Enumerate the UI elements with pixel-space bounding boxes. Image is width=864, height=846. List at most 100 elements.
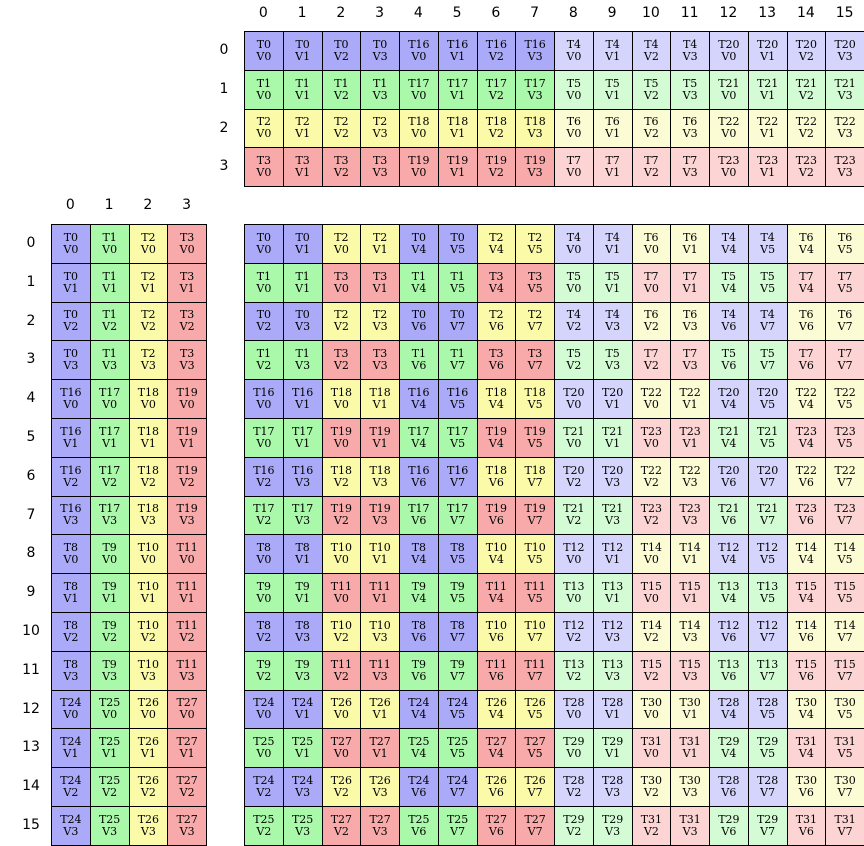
thread-label: T18 [330,386,353,400]
thread-label: T20 [756,386,779,400]
c-cell: T3 V1 [360,262,400,303]
value-label: V1 [760,49,776,63]
c-cell: T31 V0 [631,728,672,769]
thread-label: T5 [644,76,659,90]
b-cell: T23 V3 [825,147,864,188]
value-label: V3 [295,359,311,373]
thread-label: T27 [176,774,198,788]
value-label: V3 [372,824,388,838]
thread-label: T31 [640,812,663,826]
c-cell: T4 V6 [709,301,749,342]
b-col-label: 12 [719,5,738,21]
c-cell: T6 V1 [670,224,710,264]
thread-label: T25 [253,735,275,749]
c-cell: T13 V2 [554,650,594,691]
thread-label: T28 [601,696,624,710]
value-label: V7 [837,824,853,838]
thread-label: T21 [563,502,585,516]
thread-label: T19 [176,386,198,400]
c-cell: T14 V7 [825,612,864,652]
thread-label: T19 [369,502,391,516]
thread-label: T2 [372,308,388,322]
value-label: V0 [566,242,582,256]
c-cell: T30 V6 [786,767,827,807]
thread-label: T3 [489,347,504,361]
value-label: V3 [295,786,311,800]
value-label: V7 [837,630,853,644]
c-cell: T22 V2 [631,456,672,497]
b-cell: T4 V2 [631,31,672,71]
thread-label: T18 [137,463,160,477]
thread-label: T11 [369,580,391,594]
thread-label: T0 [295,230,310,244]
thread-label: T20 [718,463,740,477]
c-cell: T7 V3 [670,340,710,381]
value-label: V1 [295,166,311,180]
c-cell: T18 V5 [515,379,555,419]
thread-label: T0 [63,308,79,322]
value-label: V2 [643,824,659,838]
value-label: V6 [488,824,504,838]
b-cell: T19 V0 [399,147,439,188]
c-cell: T19 V7 [515,495,555,536]
a-cell: T1 V0 [89,224,130,264]
thread-label: T16 [253,386,275,400]
thread-label: T29 [563,812,585,826]
thread-label: T17 [408,502,430,516]
value-label: V3 [372,514,388,528]
value-label: V5 [527,553,543,567]
thread-label: T17 [98,463,121,477]
value-label: V6 [721,669,737,683]
b-cell: T16 V3 [515,31,555,71]
a-cell: T16 V1 [51,418,91,458]
thread-label: T22 [834,115,856,129]
value-label: V2 [566,359,582,373]
b-cell: T2 V1 [282,108,323,149]
value-label: V6 [488,669,504,683]
b-cell: T6 V3 [670,108,710,149]
value-label: V4 [488,592,504,606]
thread-label: T16 [446,386,469,400]
a-row-label: 6 [26,467,36,484]
b-cell: T22 V3 [825,108,864,149]
thread-label: T27 [330,735,353,749]
b-cell: T19 V3 [515,147,555,188]
thread-label: T24 [408,774,430,788]
thread-label: T14 [679,618,701,632]
thread-label: T6 [605,115,620,129]
thread-label: T28 [601,774,624,788]
c-cell: T12 V1 [592,534,633,575]
thread-label: T16 [60,424,82,438]
b-cell: T21 V0 [709,69,749,110]
value-label: V3 [179,669,195,683]
c-cell: T26 V6 [476,767,517,807]
thread-label: T21 [718,502,740,516]
thread-label: T9 [256,657,272,671]
thread-label: T0 [411,308,427,322]
thread-label: T28 [563,696,585,710]
a-cell: T27 V3 [167,806,207,846]
value-label: V0 [566,166,582,180]
c-cell: T10 V0 [321,534,362,575]
value-label: V0 [411,166,427,180]
thread-label: T5 [566,347,582,361]
value-label: V0 [140,398,156,412]
thread-label: T3 [334,154,349,168]
value-label: V6 [798,320,814,334]
value-label: V2 [566,786,582,800]
c-cell: T27 V2 [321,806,362,846]
value-label: V3 [372,88,388,102]
value-label: V1 [102,747,118,761]
value-label: V5 [837,747,853,761]
c-cell: T18 V3 [360,456,400,497]
c-cell: T26 V5 [515,689,555,730]
value-label: V3 [682,166,698,180]
thread-label: T7 [682,154,698,168]
value-label: V1 [179,747,195,761]
value-label: V2 [798,127,814,141]
c-cell: T11 V1 [360,573,400,613]
c-cell: T16 V6 [399,456,439,497]
value-label: V3 [63,669,79,683]
value-label: V0 [566,127,582,141]
thread-label: T22 [756,115,779,129]
